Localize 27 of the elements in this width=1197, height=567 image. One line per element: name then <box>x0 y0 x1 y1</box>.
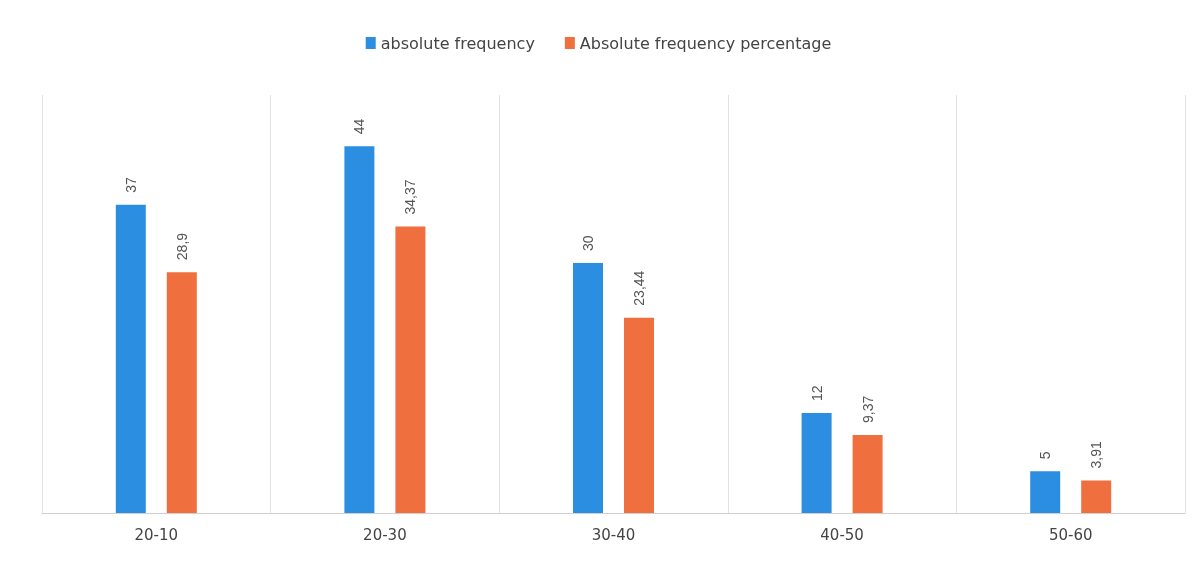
x-tick-label: 20-30 <box>363 525 407 544</box>
bar <box>166 272 197 513</box>
bar <box>344 146 375 513</box>
bar <box>624 317 654 513</box>
bar <box>115 204 146 513</box>
data-label: 12 <box>808 385 825 401</box>
bar <box>395 226 426 513</box>
x-tick-label: 40-50 <box>820 525 864 544</box>
data-label: 44 <box>351 118 368 135</box>
x-tick-label: 50-60 <box>1048 525 1093 544</box>
data-label: 30 <box>580 235 596 251</box>
legend-label: Absolute frequency percentage <box>579 33 832 53</box>
bar <box>573 263 603 513</box>
bar <box>1081 480 1112 513</box>
data-label: 3,91 <box>1088 440 1105 469</box>
data-label: 34,37 <box>402 179 419 215</box>
x-tick-label: 30-40 <box>591 525 636 544</box>
data-label: 37 <box>122 176 139 193</box>
data-label: 9,37 <box>859 395 876 423</box>
bar <box>801 413 832 513</box>
data-label: 23,44 <box>631 270 647 306</box>
data-label: 5 <box>1037 451 1054 460</box>
bar <box>1030 471 1061 513</box>
x-tick-label: 20-10 <box>134 525 179 544</box>
data-label: 28,9 <box>173 232 190 261</box>
bar <box>852 434 883 513</box>
legend-label: absolute frequency <box>380 33 535 53</box>
